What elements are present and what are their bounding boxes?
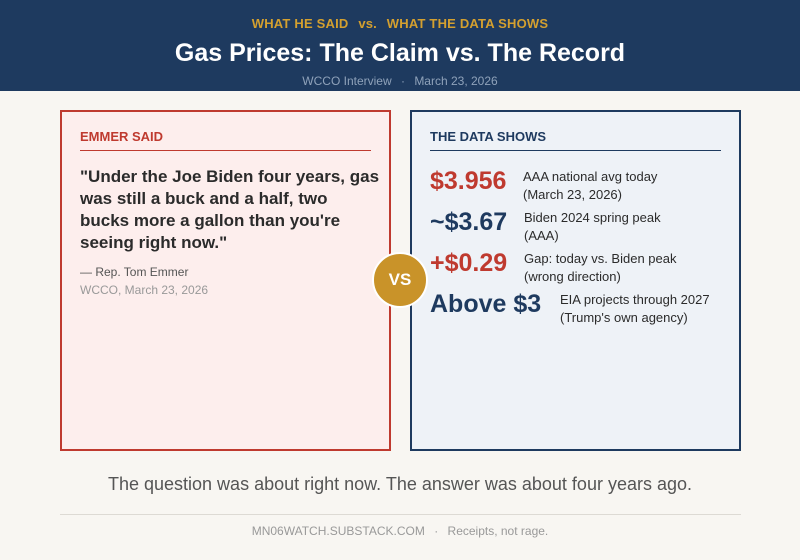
- kicker: WHAT HE SAID vs. WHAT THE DATA SHOWS: [0, 16, 800, 31]
- footer-tagline: Receipts, not rage.: [447, 524, 549, 538]
- footer-site: MN06WATCH.SUBSTACK.COM: [251, 524, 425, 538]
- claim-quote: "Under the Joe Biden four years, gas was…: [80, 167, 380, 252]
- claim-attribution: — Rep. Tom Emmer: [80, 265, 189, 279]
- footer-separator: ·: [434, 524, 439, 538]
- stat-desc-line1: AAA national avg today: [523, 169, 658, 184]
- stat-value: $3.956: [430, 167, 507, 195]
- stat-value: ~$3.67: [430, 208, 508, 236]
- stat-desc-line1: Biden 2024 spring peak: [524, 210, 661, 225]
- claim-label: EMMER SAID: [80, 129, 371, 151]
- subline-separator: ·: [400, 74, 405, 88]
- subline: WCCO Interview · March 23, 2026: [0, 74, 800, 88]
- stat-desc-line2: (AAA): [524, 228, 559, 243]
- footer-divider: [60, 514, 741, 515]
- outlet-text: WCCO Interview: [302, 74, 392, 88]
- stat-value: +$0.29: [430, 249, 508, 277]
- data-panel: THE DATA SHOWS $3.956 AAA national avg t…: [410, 110, 741, 451]
- page-title: Gas Prices: The Claim vs. The Record: [174, 39, 626, 67]
- stat-desc-line2: (Trump's own agency): [560, 310, 688, 325]
- kicker-right: WHAT THE DATA SHOWS: [386, 16, 549, 31]
- header-banner: WHAT HE SAID vs. WHAT THE DATA SHOWS Gas…: [0, 0, 800, 91]
- claim-panel: EMMER SAID "Under the Joe Biden four yea…: [60, 110, 391, 451]
- kicker-vs: vs.: [358, 16, 377, 31]
- kicker-left: WHAT HE SAID: [251, 16, 349, 31]
- stat-desc-line1: EIA projects through 2027: [560, 292, 710, 307]
- stat-desc-line1: Gap: today vs. Biden peak: [524, 251, 677, 266]
- claim-source: WCCO, March 23, 2026: [80, 283, 209, 297]
- stat-desc-line2: (March 23, 2026): [523, 187, 622, 202]
- footer: MN06WATCH.SUBSTACK.COM · Receipts, not r…: [0, 524, 800, 538]
- data-label: THE DATA SHOWS: [430, 129, 721, 151]
- conclusion-text: The question was about right now. The an…: [107, 474, 692, 494]
- date-text: March 23, 2026: [414, 74, 498, 88]
- stat-desc-line2: (wrong direction): [524, 269, 621, 284]
- vs-badge: VS: [372, 252, 428, 308]
- stat-value: Above $3: [430, 290, 542, 318]
